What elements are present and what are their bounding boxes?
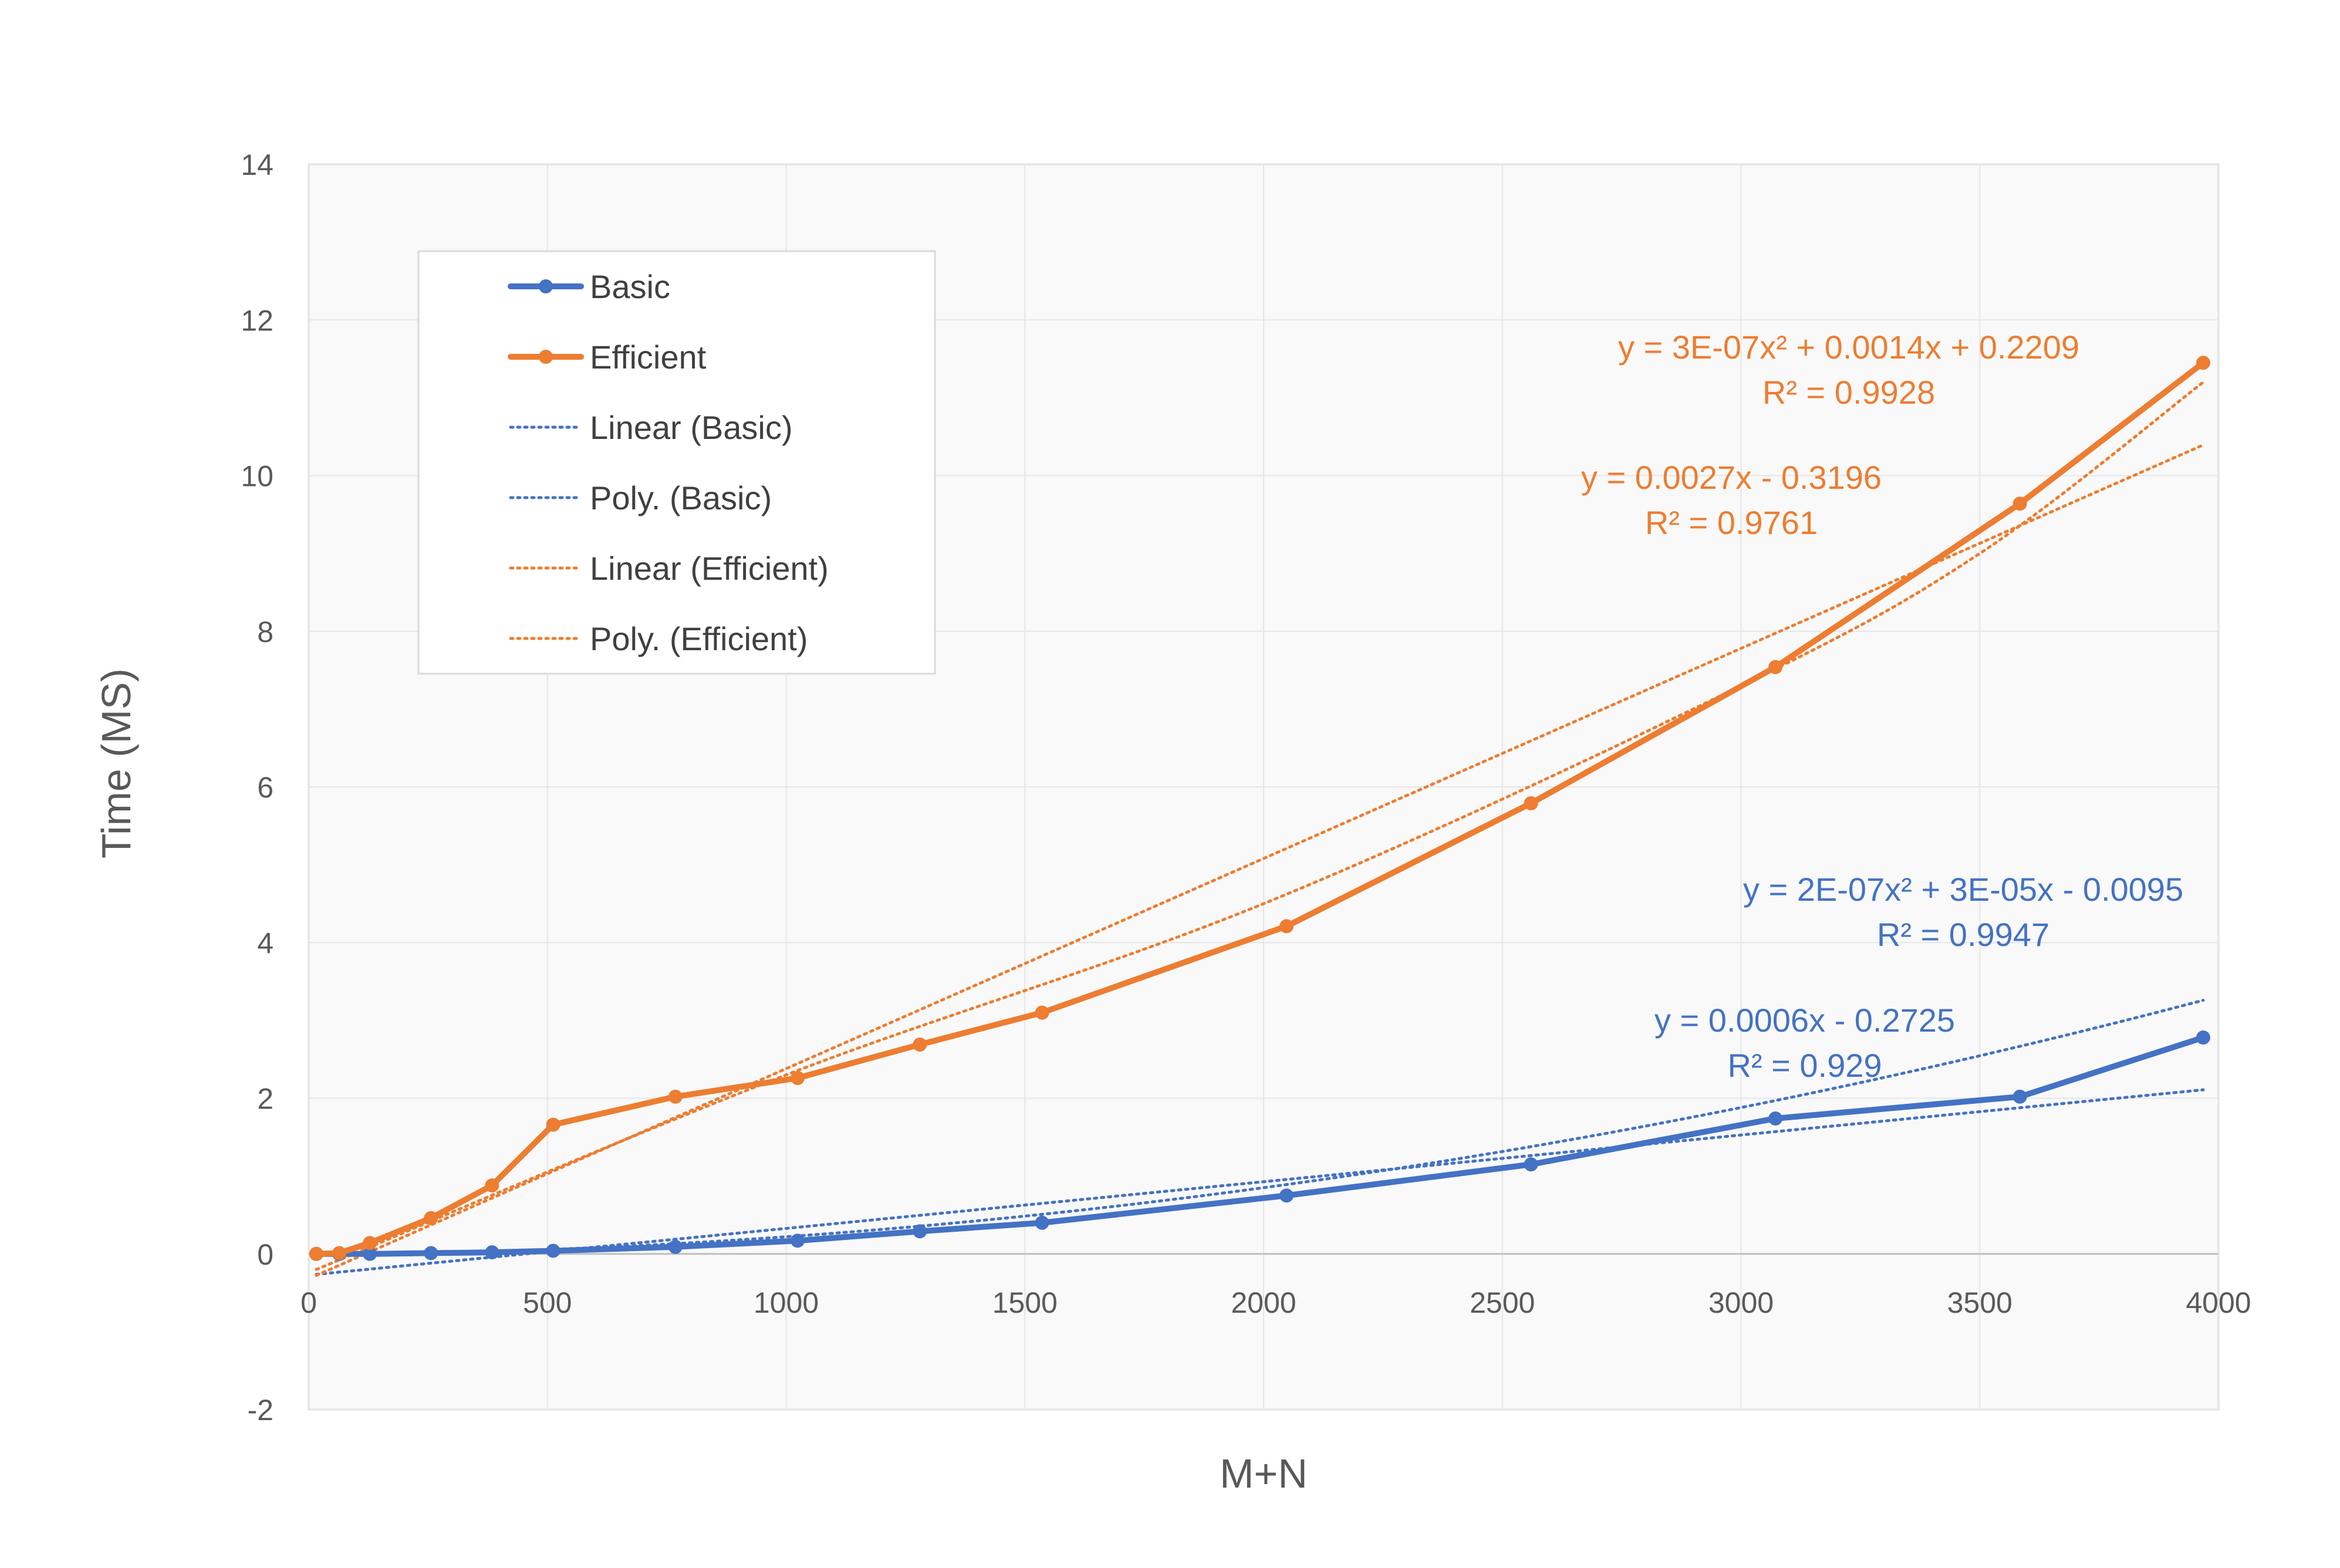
x-tick-label: 0 — [300, 1286, 317, 1319]
legend-label-linear-basic: Linear (Basic) — [590, 409, 792, 446]
data-point-basic — [2196, 1030, 2210, 1045]
data-point-basic — [1524, 1157, 1538, 1172]
y-tick-label: 10 — [241, 460, 273, 493]
data-point-basic — [546, 1243, 560, 1258]
data-point-efficient — [1035, 1005, 1049, 1020]
x-tick-label: 4000 — [2186, 1286, 2251, 1319]
data-point-basic — [1768, 1111, 1783, 1126]
trendline-poly-efficient — [315, 380, 2205, 1271]
data-point-efficient — [546, 1117, 560, 1132]
series-lines — [309, 356, 2210, 1261]
legend-label-linear-efficient: Linear (Efficient) — [590, 550, 829, 587]
data-point-efficient — [1524, 796, 1538, 810]
x-tick-label: 3500 — [1947, 1286, 2013, 1319]
data-point-basic — [485, 1245, 499, 1260]
y-axis-title: Time (MS) — [93, 668, 139, 859]
data-point-efficient — [1279, 919, 1294, 934]
data-point-efficient — [1768, 660, 1783, 674]
y-tick-label: 4 — [257, 927, 273, 959]
annotation-bas-lin-eq: y = 0.0006x - 0.2725 — [1654, 1002, 1955, 1039]
data-point-basic — [1035, 1215, 1049, 1230]
legend-label-basic: Basic — [590, 268, 670, 305]
data-point-efficient — [332, 1246, 347, 1261]
data-point-efficient — [913, 1037, 927, 1052]
legend-marker-efficient — [539, 350, 553, 364]
data-point-basic — [2013, 1089, 2027, 1104]
x-tick-labels: 0 500 1000 1500 2000 2500 3000 3500 4000 — [300, 1286, 2251, 1319]
legend-box — [417, 250, 936, 675]
legend-label-poly-basic: Poly. (Basic) — [590, 479, 772, 516]
y-tick-label: 0 — [257, 1238, 273, 1271]
trendline-linear-basic — [315, 1088, 2205, 1276]
data-point-basic — [791, 1234, 805, 1248]
y-tick-labels: -2 0 2 4 6 8 10 12 14 — [241, 148, 273, 1427]
trendline-poly-basic — [315, 999, 2205, 1256]
data-point-efficient — [363, 1236, 377, 1251]
data-point-efficient — [485, 1178, 499, 1193]
data-point-efficient — [791, 1071, 805, 1086]
data-point-efficient — [668, 1089, 683, 1104]
annotation-eff-poly-eq: y = 3E-07x² + 0.0014x + 0.2209 — [1618, 329, 2079, 366]
legend-marker-basic — [539, 279, 553, 293]
x-tick-label: 500 — [523, 1286, 572, 1319]
legend-label-efficient: Efficient — [590, 339, 707, 376]
x-tick-label: 2000 — [1231, 1286, 1296, 1319]
x-axis-title: M+N — [1220, 1451, 1308, 1496]
x-tick-label: 1000 — [754, 1286, 819, 1319]
annotation-bas-poly-r2: R² = 0.9947 — [1877, 916, 2049, 953]
trendlines — [315, 380, 2205, 1277]
annotation-eff-lin-r2: R² = 0.9761 — [1645, 504, 1818, 541]
trendline-equations: y = 3E-07x² + 0.0014x + 0.2209 R² = 0.992… — [1581, 329, 2183, 1084]
x-tick-label: 2500 — [1470, 1286, 1535, 1319]
y-tick-label: 2 — [257, 1083, 273, 1116]
data-point-basic — [668, 1239, 683, 1254]
y-tick-label: -2 — [248, 1394, 273, 1427]
data-point-efficient — [2013, 496, 2027, 511]
annotation-eff-lin-eq: y = 0.0027x - 0.3196 — [1581, 459, 1882, 496]
annotation-bas-lin-r2: R² = 0.929 — [1727, 1047, 1882, 1084]
y-tick-label: 12 — [241, 304, 273, 337]
data-point-efficient — [424, 1211, 438, 1225]
data-point-efficient — [2196, 356, 2210, 370]
data-point-basic — [363, 1246, 377, 1261]
y-tick-label: 8 — [257, 616, 273, 648]
trendline-linear-efficient — [315, 443, 2205, 1277]
data-point-basic — [913, 1224, 927, 1239]
data-point-basic — [1279, 1188, 1294, 1203]
annotation-eff-poly-r2: R² = 0.9928 — [1762, 374, 1935, 411]
data-point-efficient — [309, 1246, 324, 1261]
legend-label-poly-efficient: Poly. (Efficient) — [590, 620, 808, 657]
annotation-bas-poly-eq: y = 2E-07x² + 3E-05x - 0.0095 — [1743, 871, 2183, 908]
y-tick-label: 6 — [257, 771, 273, 804]
data-point-basic — [424, 1246, 438, 1261]
y-tick-label: 14 — [241, 148, 273, 181]
x-tick-label: 3000 — [1708, 1286, 1774, 1319]
x-tick-label: 1500 — [992, 1286, 1058, 1319]
legend: Basic Efficient Linear (Basic) Poly. (Basic… — [417, 250, 936, 675]
